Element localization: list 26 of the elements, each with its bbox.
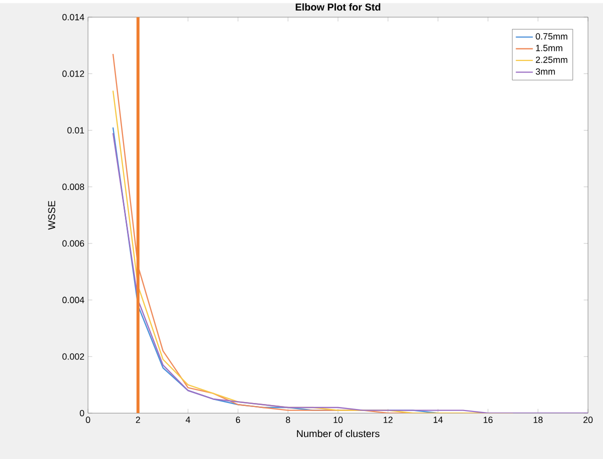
x-tick-label: 10: [334, 416, 343, 423]
x-tick-label: 14: [434, 416, 443, 423]
y-axis-title: WSSE: [48, 200, 56, 230]
x-tick-label: 12: [384, 416, 393, 423]
x-tick-label: 18: [534, 416, 543, 423]
x-tick-label: 16: [484, 416, 493, 423]
y-tick-label: 0.006: [62, 240, 84, 247]
y-tick-label: 0.01: [67, 127, 84, 134]
x-axis-title: Number of clusters: [297, 430, 380, 438]
x-tick-label: 6: [236, 416, 240, 423]
x-tick-label: 0: [86, 416, 90, 423]
legend-label: 1.5mm: [536, 44, 562, 52]
legend-label: 2.25mm: [536, 56, 568, 63]
x-tick-label: 2: [136, 416, 140, 423]
legend-label: 0.75mm: [536, 33, 568, 40]
y-tick-label: 0.004: [62, 296, 84, 304]
y-tick-label: 0: [80, 410, 84, 416]
y-tick-label: 0.008: [62, 184, 84, 190]
y-tick-label: 0.002: [62, 353, 84, 360]
y-tick-label: 0.012: [62, 70, 84, 77]
x-tick-label: 8: [286, 416, 290, 423]
legend-label: 3mm: [536, 68, 555, 75]
chart-title: Elbow Plot for Std: [296, 3, 380, 11]
x-tick-label: 4: [186, 416, 190, 423]
x-tick-label: 20: [583, 416, 593, 423]
y-tick-label: 0.014: [62, 14, 84, 20]
